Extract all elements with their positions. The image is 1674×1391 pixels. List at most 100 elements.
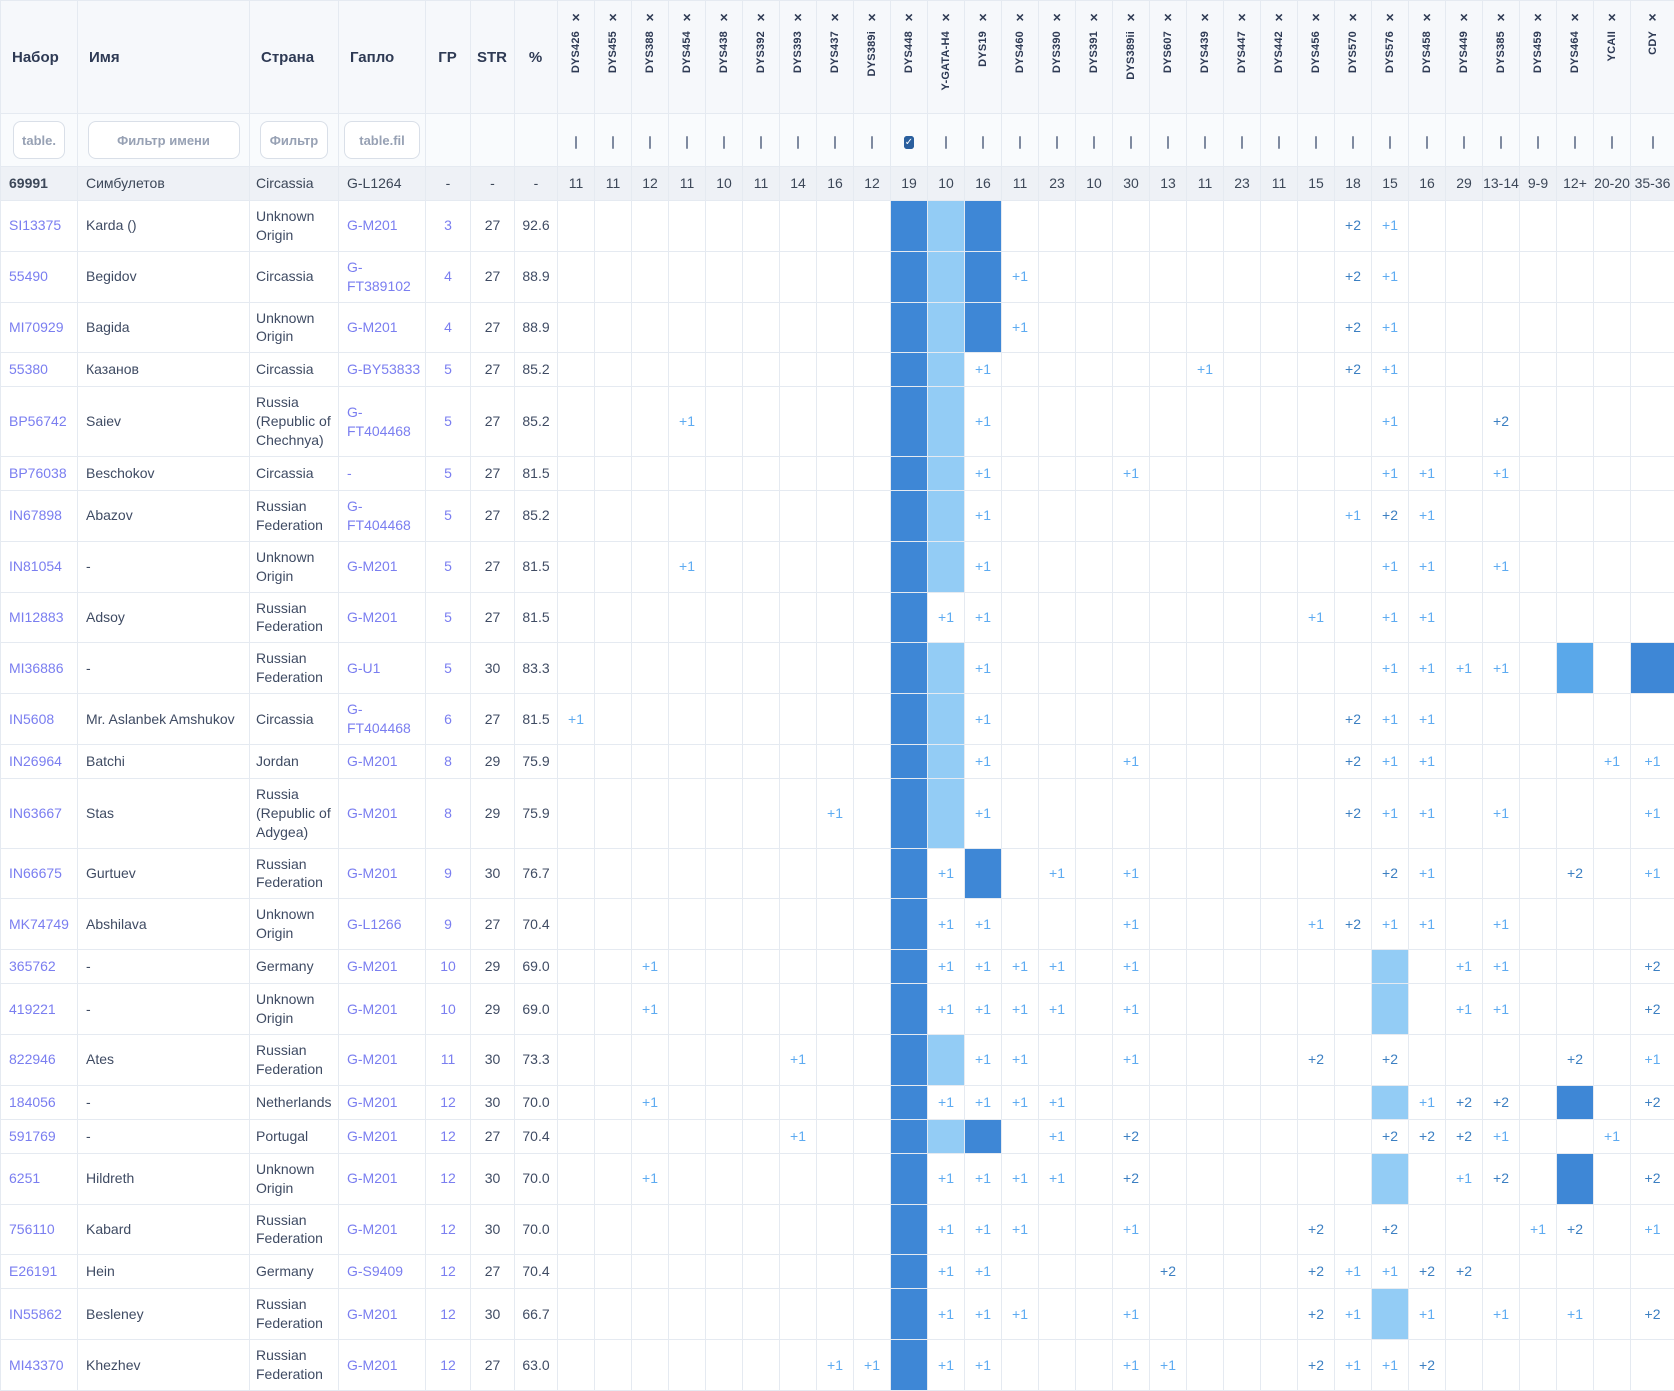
remove-column-icon[interactable]: × [1349, 10, 1357, 24]
haplo-link[interactable]: G-M201 [347, 753, 398, 769]
kit-link[interactable]: MI12883 [9, 609, 63, 625]
haplo-link[interactable]: G-M201 [347, 1221, 398, 1237]
haplo-link[interactable]: G-M201 [347, 319, 398, 335]
marker-checkbox[interactable] [1056, 136, 1058, 149]
marker-checkbox[interactable] [1426, 136, 1428, 149]
country-filter-input[interactable] [260, 121, 328, 159]
remove-column-icon[interactable]: × [1238, 10, 1246, 24]
remove-column-icon[interactable]: × [1534, 10, 1542, 24]
haplo-link[interactable]: G-BY53833 [347, 361, 420, 377]
marker-checkbox[interactable] [1463, 136, 1465, 149]
marker-checkbox[interactable] [686, 136, 688, 149]
kit-link[interactable]: BP56742 [9, 413, 67, 429]
remove-column-icon[interactable]: × [831, 10, 839, 24]
marker-checkbox-checked[interactable]: ✓ [904, 136, 914, 149]
haplo-link[interactable]: G-U1 [347, 660, 380, 676]
marker-checkbox[interactable] [1278, 136, 1280, 149]
haplo-link[interactable]: G-M201 [347, 217, 398, 233]
haplo-link[interactable]: G-M201 [347, 1170, 398, 1186]
remove-column-icon[interactable]: × [1090, 10, 1098, 24]
name-filter-input[interactable] [88, 121, 240, 159]
remove-column-icon[interactable]: × [646, 10, 654, 24]
marker-checkbox[interactable] [871, 136, 873, 149]
haplo-link[interactable]: G-M201 [347, 558, 398, 574]
kit-link[interactable]: SI13375 [9, 217, 61, 233]
marker-checkbox[interactable] [797, 136, 799, 149]
kit-link[interactable]: MI70929 [9, 319, 63, 335]
remove-column-icon[interactable]: × [979, 10, 987, 24]
remove-column-icon[interactable]: × [1275, 10, 1283, 24]
marker-checkbox[interactable] [1019, 136, 1021, 149]
haplo-link[interactable]: G-M201 [347, 865, 398, 881]
marker-checkbox[interactable] [1574, 136, 1576, 149]
haplo-link[interactable]: G-M201 [347, 1001, 398, 1017]
kit-link[interactable]: MK74749 [9, 916, 69, 932]
haplo-link[interactable]: G-FT389102 [347, 259, 411, 294]
marker-checkbox[interactable] [982, 136, 984, 149]
kit-link[interactable]: 591769 [9, 1128, 56, 1144]
remove-column-icon[interactable]: × [683, 10, 691, 24]
kit-link[interactable]: 419221 [9, 1001, 56, 1017]
kit-link[interactable]: IN26964 [9, 753, 62, 769]
remove-column-icon[interactable]: × [1423, 10, 1431, 24]
kit-link[interactable]: 756110 [9, 1221, 55, 1237]
remove-column-icon[interactable]: × [868, 10, 876, 24]
kit-link[interactable]: IN67898 [9, 507, 62, 523]
kit-link[interactable]: BP76038 [9, 465, 67, 481]
kit-filter-input[interactable] [13, 121, 65, 159]
marker-checkbox[interactable] [1241, 136, 1243, 149]
remove-column-icon[interactable]: × [1127, 10, 1135, 24]
marker-checkbox[interactable] [1204, 136, 1206, 149]
kit-link[interactable]: 55490 [9, 268, 48, 284]
haplo-filter-input[interactable] [344, 121, 420, 159]
haplo-link[interactable]: G-M201 [347, 1094, 398, 1110]
marker-checkbox[interactable] [834, 136, 836, 149]
remove-column-icon[interactable]: × [1460, 10, 1468, 24]
remove-column-icon[interactable]: × [609, 10, 617, 24]
marker-checkbox[interactable] [760, 136, 762, 149]
marker-checkbox[interactable] [1315, 136, 1317, 149]
haplo-link[interactable]: G-L1266 [347, 916, 401, 932]
haplo-link[interactable]: G-FT404468 [347, 404, 411, 439]
haplo-link[interactable]: G-FT404468 [347, 701, 411, 736]
haplo-link[interactable]: G-M201 [347, 609, 398, 625]
haplo-link[interactable]: - [347, 465, 352, 481]
marker-checkbox[interactable] [649, 136, 651, 149]
kit-link[interactable]: 822946 [9, 1051, 56, 1067]
remove-column-icon[interactable]: × [757, 10, 765, 24]
kit-link[interactable]: MI36886 [9, 660, 63, 676]
marker-checkbox[interactable] [1652, 136, 1654, 149]
kit-link[interactable]: IN81054 [9, 558, 62, 574]
remove-column-icon[interactable]: × [1386, 10, 1394, 24]
remove-column-icon[interactable]: × [1164, 10, 1172, 24]
remove-column-icon[interactable]: × [1608, 10, 1616, 24]
marker-checkbox[interactable] [1093, 136, 1095, 149]
haplo-link[interactable]: G-M201 [347, 1051, 398, 1067]
marker-checkbox[interactable] [1537, 136, 1539, 149]
marker-checkbox[interactable] [1500, 136, 1502, 149]
marker-checkbox[interactable] [1167, 136, 1169, 149]
marker-checkbox[interactable] [723, 136, 725, 149]
remove-column-icon[interactable]: × [1312, 10, 1320, 24]
kit-link[interactable]: IN63667 [9, 805, 62, 821]
remove-column-icon[interactable]: × [942, 10, 950, 24]
marker-checkbox[interactable] [1352, 136, 1354, 149]
marker-checkbox[interactable] [612, 136, 614, 149]
marker-checkbox[interactable] [1611, 136, 1613, 149]
haplo-link[interactable]: G-S9409 [347, 1263, 403, 1279]
kit-link[interactable]: IN66675 [9, 865, 62, 881]
remove-column-icon[interactable]: × [905, 10, 913, 24]
haplo-link[interactable]: G-M201 [347, 805, 398, 821]
kit-link[interactable]: IN5608 [9, 711, 54, 727]
remove-column-icon[interactable]: × [572, 10, 580, 24]
kit-link[interactable]: E26191 [9, 1263, 57, 1279]
marker-checkbox[interactable] [1130, 136, 1132, 149]
remove-column-icon[interactable]: × [794, 10, 802, 24]
remove-column-icon[interactable]: × [1201, 10, 1209, 24]
haplo-link[interactable]: G-M201 [347, 1306, 398, 1322]
marker-checkbox[interactable] [1389, 136, 1391, 149]
remove-column-icon[interactable]: × [1497, 10, 1505, 24]
kit-link[interactable]: IN55862 [9, 1306, 62, 1322]
haplo-link[interactable]: G-M201 [347, 1357, 398, 1373]
kit-link[interactable]: 184056 [9, 1094, 56, 1110]
